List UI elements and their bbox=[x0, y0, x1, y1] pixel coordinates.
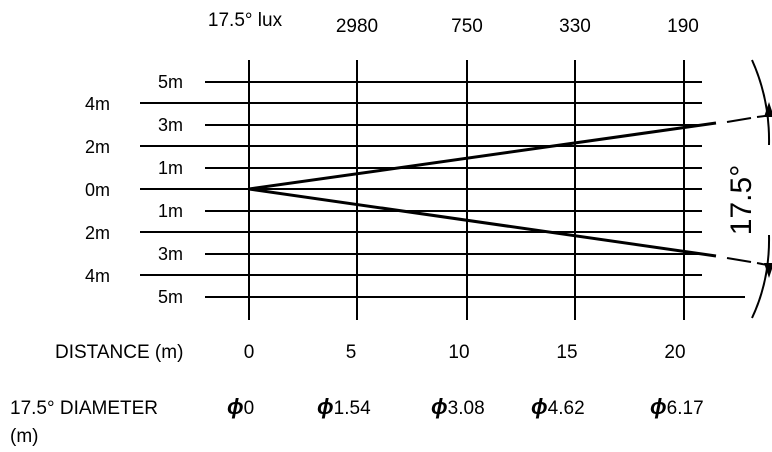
distance-tick: 10 bbox=[448, 342, 469, 363]
arrow-up-icon bbox=[764, 102, 772, 117]
angle-arrows bbox=[764, 102, 772, 278]
offset-label: 5m bbox=[158, 72, 183, 92]
lux-value: 750 bbox=[451, 16, 483, 37]
diameter-value: ϕ3.08 bbox=[431, 394, 485, 419]
offset-label: 3m bbox=[158, 115, 183, 135]
offset-label: 3m bbox=[158, 244, 183, 264]
lux-value: 2980 bbox=[336, 16, 378, 37]
offset-label: 0m bbox=[85, 180, 110, 200]
lux-header-label: 17.5° lux bbox=[208, 10, 283, 31]
angle-extension-upper bbox=[726, 117, 752, 123]
beam-upper-edge bbox=[248, 121, 717, 191]
offset-label: 5m bbox=[158, 287, 183, 307]
angle-arc bbox=[751, 59, 771, 146]
angle-extension-lower bbox=[726, 257, 752, 263]
diameter-symbol: ϕ bbox=[531, 394, 548, 419]
offset-label: 1m bbox=[158, 201, 183, 221]
diameter-label-unit: (m) bbox=[10, 426, 38, 447]
diameter-label: 17.5° DIAMETER bbox=[10, 398, 158, 419]
beam-angle-label: 17.5° bbox=[725, 165, 758, 235]
diameter-symbol: ϕ bbox=[227, 394, 244, 419]
offset-label: 1m bbox=[158, 158, 183, 178]
horizontal-grid bbox=[140, 81, 745, 298]
offset-label: 4m bbox=[85, 266, 110, 286]
lux-value: 330 bbox=[559, 16, 591, 37]
offset-label: 2m bbox=[85, 223, 110, 243]
beam-cone bbox=[248, 121, 717, 258]
diameter-symbol: ϕ bbox=[317, 394, 334, 419]
lux-value: 190 bbox=[667, 16, 699, 37]
diameter-value: ϕ6.17 bbox=[650, 394, 704, 419]
distance-tick: 5 bbox=[346, 342, 357, 363]
angle-arc bbox=[751, 234, 771, 319]
diameter-symbol: ϕ bbox=[650, 394, 667, 419]
diameter-symbol: ϕ bbox=[431, 394, 448, 419]
offset-label: 4m bbox=[85, 94, 110, 114]
offset-label: 2m bbox=[85, 137, 110, 157]
diameter-value: ϕ1.54 bbox=[317, 394, 371, 419]
distance-tick: 0 bbox=[244, 342, 255, 363]
arrow-down-icon bbox=[764, 263, 772, 278]
distance-label: DISTANCE (m) bbox=[55, 342, 183, 363]
beam-lower-edge bbox=[248, 187, 717, 258]
diameter-value: ϕ4.62 bbox=[531, 394, 585, 419]
vertical-grid bbox=[248, 60, 685, 320]
distance-tick: 20 bbox=[664, 342, 685, 363]
distance-tick: 15 bbox=[556, 342, 577, 363]
diameter-value: ϕ0 bbox=[227, 394, 254, 419]
